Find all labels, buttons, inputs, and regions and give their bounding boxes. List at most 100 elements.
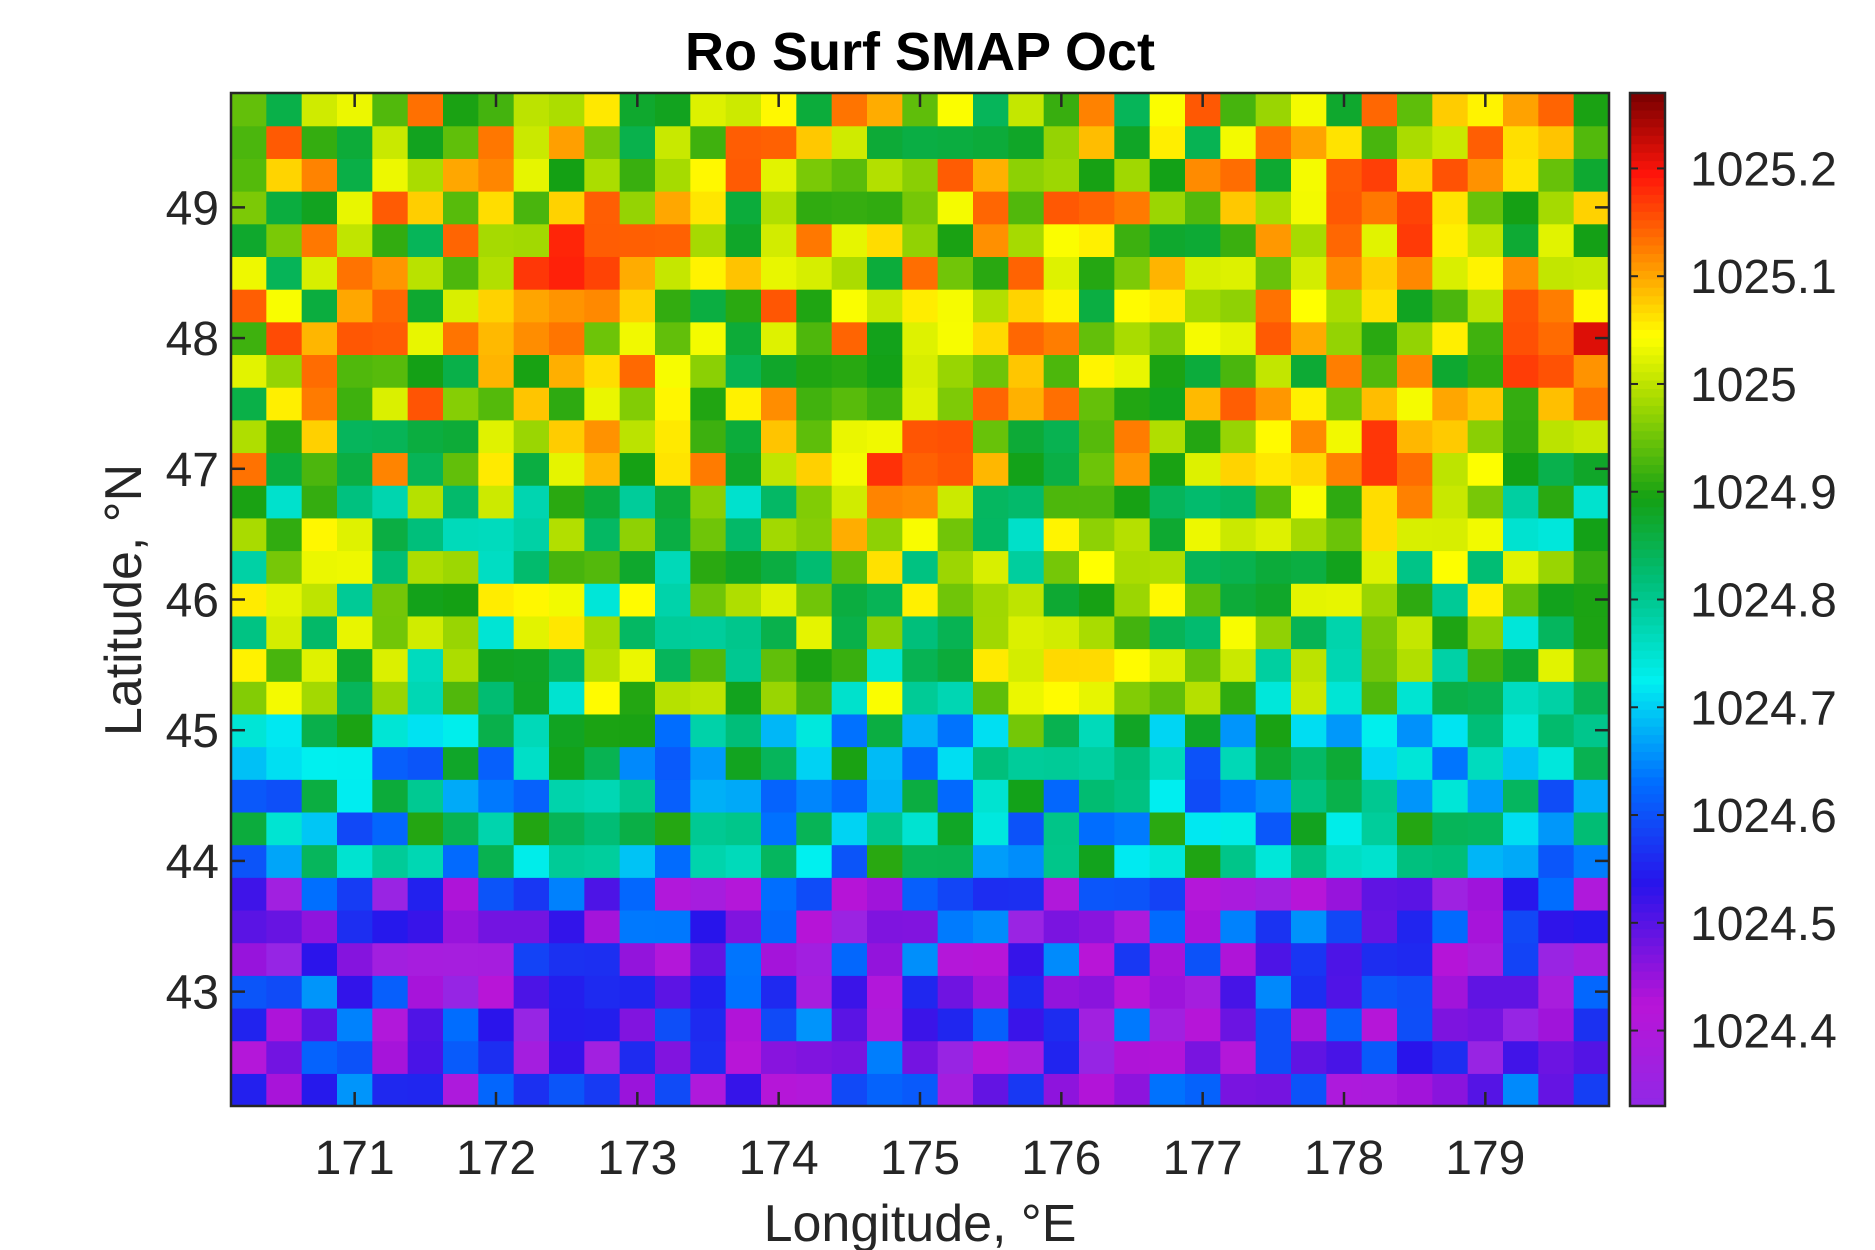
y-tick-label: 47 xyxy=(166,444,219,497)
heatmap-cell xyxy=(690,1040,727,1074)
heatmap-cell xyxy=(973,256,1009,290)
heatmap-cell xyxy=(1255,387,1292,421)
heatmap-cell xyxy=(902,648,939,682)
heatmap-cell xyxy=(266,746,303,780)
heatmap-cell xyxy=(1149,811,1186,846)
heatmap-cell xyxy=(549,746,585,780)
heatmap-cell xyxy=(867,419,903,454)
colorbar-segment xyxy=(1630,143,1665,153)
colorbar-tick-label: 1025 xyxy=(1690,359,1797,412)
heatmap-cell xyxy=(796,93,833,127)
heatmap-cell xyxy=(867,779,903,813)
heatmap-cell xyxy=(1079,321,1115,356)
heatmap-cell xyxy=(1114,387,1151,421)
heatmap-cell xyxy=(1008,681,1045,715)
heatmap-cell xyxy=(478,387,515,421)
heatmap-cell xyxy=(1043,942,1080,976)
heatmap-cell xyxy=(902,354,939,388)
heatmap-cell xyxy=(301,713,338,748)
colorbar-segment xyxy=(1630,1046,1665,1056)
heatmap-cell xyxy=(372,125,409,159)
heatmap-cell xyxy=(902,746,939,780)
heatmap-cell xyxy=(231,909,267,944)
heatmap-cell xyxy=(690,648,727,682)
heatmap-cell xyxy=(973,223,1009,257)
heatmap-cell xyxy=(1432,811,1469,846)
heatmap-cell xyxy=(761,223,797,257)
heatmap-cell xyxy=(761,517,797,552)
heatmap-cell xyxy=(549,713,585,748)
heatmap-cell xyxy=(549,191,585,225)
heatmap-cell xyxy=(1079,223,1115,257)
colorbar-segment xyxy=(1630,793,1665,803)
heatmap-cell xyxy=(1149,550,1186,584)
heatmap-cell xyxy=(1008,517,1045,552)
heatmap-cell xyxy=(867,975,903,1009)
heatmap-cell xyxy=(1220,125,1257,159)
heatmap-cell xyxy=(1149,321,1186,356)
heatmap-cell xyxy=(1220,746,1257,780)
heatmap-cell xyxy=(584,583,621,617)
heatmap-cell xyxy=(761,713,797,748)
heatmap-cell xyxy=(372,779,409,813)
heatmap-cell xyxy=(1538,191,1575,225)
heatmap-cell xyxy=(1503,93,1539,127)
heatmap-cell xyxy=(725,648,762,682)
heatmap-cell xyxy=(831,452,868,486)
heatmap-cell xyxy=(1361,354,1398,388)
y-tick-label: 49 xyxy=(166,182,219,235)
heatmap-cell xyxy=(1326,1007,1363,1042)
heatmap-cell xyxy=(761,550,797,584)
heatmap-cell xyxy=(1149,485,1186,519)
colorbar-segment xyxy=(1630,177,1665,187)
heatmap-cell xyxy=(1079,452,1115,486)
heatmap-cell xyxy=(1573,746,1610,780)
heatmap-cell xyxy=(1255,125,1292,159)
colorbar-segment xyxy=(1630,996,1665,1006)
heatmap-cell xyxy=(266,975,303,1009)
heatmap-cell xyxy=(725,387,762,421)
heatmap-cell xyxy=(973,713,1009,748)
heatmap-cell xyxy=(1114,1007,1151,1042)
heatmap-cell xyxy=(796,125,833,159)
colorbar-segment xyxy=(1630,920,1665,930)
colorbar-segment xyxy=(1630,692,1665,702)
heatmap-cell xyxy=(1291,387,1327,421)
heatmap-cell xyxy=(1114,354,1151,388)
heatmap-cell xyxy=(301,158,338,192)
heatmap-cell xyxy=(1114,191,1151,225)
heatmap-cell xyxy=(443,583,479,617)
heatmap-cell xyxy=(231,550,267,584)
heatmap-cell xyxy=(407,452,444,486)
heatmap-cell xyxy=(372,419,409,454)
heatmap-cell xyxy=(973,583,1009,617)
heatmap-cell xyxy=(1043,289,1080,323)
heatmap-cell xyxy=(831,419,868,454)
colorbar-segment xyxy=(1630,1021,1665,1031)
heatmap-cell xyxy=(549,223,585,257)
heatmap-cell xyxy=(831,223,868,257)
heatmap-cell xyxy=(1079,517,1115,552)
heatmap-cell xyxy=(867,354,903,388)
heatmap-cell xyxy=(1467,223,1504,257)
heatmap-cell xyxy=(1043,844,1080,878)
heatmap-cell xyxy=(796,550,833,584)
colorbar-tick-label: 1024.6 xyxy=(1690,790,1837,843)
heatmap-cell xyxy=(231,1073,267,1107)
heatmap-cell xyxy=(937,975,974,1009)
heatmap-cell xyxy=(407,615,444,650)
heatmap-cell xyxy=(1255,779,1292,813)
heatmap-cell xyxy=(1538,583,1575,617)
heatmap-cell xyxy=(619,583,656,617)
heatmap-cell xyxy=(549,256,585,290)
heatmap-cell xyxy=(443,289,479,323)
heatmap-cell xyxy=(1079,746,1115,780)
heatmap-cell xyxy=(902,713,939,748)
heatmap-cell xyxy=(513,550,550,584)
heatmap-cell xyxy=(902,975,939,1009)
heatmap-cell xyxy=(1220,452,1257,486)
heatmap-cell xyxy=(1538,517,1575,552)
heatmap-cell xyxy=(337,485,373,519)
heatmap-cell xyxy=(1397,256,1433,290)
heatmap-cell xyxy=(1573,485,1610,519)
